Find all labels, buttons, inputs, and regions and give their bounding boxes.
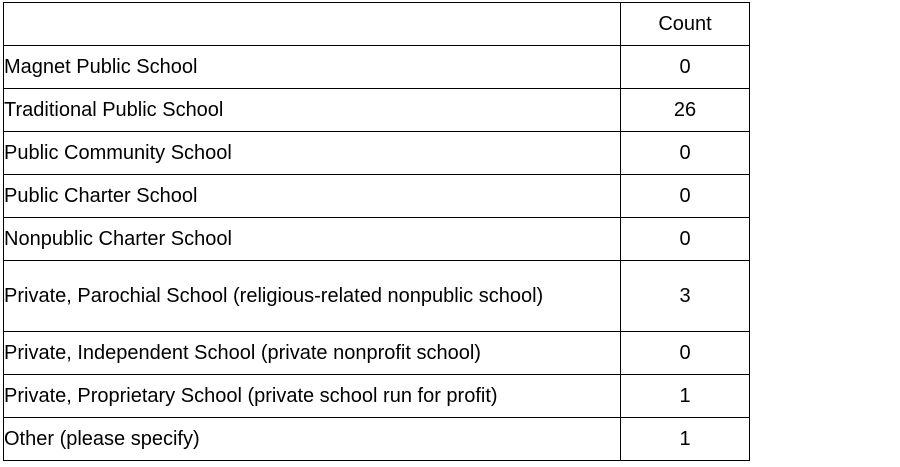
row-count: 0 [620,331,750,375]
header-label-cell [3,2,621,46]
row-count: 26 [620,88,750,132]
row-count: 0 [620,131,750,175]
table-row: Magnet Public School 0 [3,45,750,89]
row-label: Traditional Public School [3,88,621,132]
row-count: 0 [620,174,750,218]
row-label: Private, Proprietary School (private sch… [3,374,621,418]
table-row: Private, Proprietary School (private sch… [3,374,750,418]
table-row: Nonpublic Charter School 0 [3,217,750,261]
row-label: Public Community School [3,131,621,175]
row-count: 1 [620,374,750,418]
row-label: Nonpublic Charter School [3,217,621,261]
table-row: Traditional Public School 26 [3,88,750,132]
row-label: Magnet Public School [3,45,621,89]
table-row: Public Charter School 0 [3,174,750,218]
table-row: Private, Independent School (private non… [3,331,750,375]
table-row: Public Community School 0 [3,131,750,175]
row-label: Public Charter School [3,174,621,218]
table-row: Private, Parochial School (religious-rel… [3,260,750,332]
school-type-count-table: Count Magnet Public School 0 Traditional… [3,2,750,461]
row-count: 3 [620,260,750,332]
row-count: 1 [620,417,750,461]
header-count-cell: Count [620,2,750,46]
table-header-row: Count [3,2,750,46]
row-label: Private, Independent School (private non… [3,331,621,375]
row-label: Private, Parochial School (religious-rel… [3,260,621,332]
row-count: 0 [620,45,750,89]
row-count: 0 [620,217,750,261]
table-row: Other (please specify) 1 [3,417,750,461]
row-label: Other (please specify) [3,417,621,461]
